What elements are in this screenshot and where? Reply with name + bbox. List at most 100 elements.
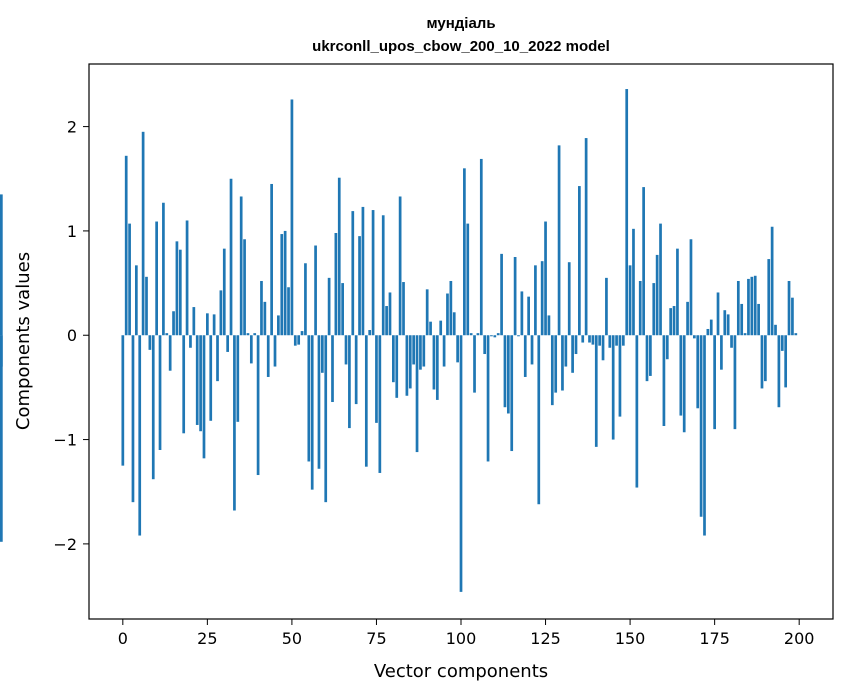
bar-component-80: [392, 335, 395, 383]
bar-component-59: [320, 335, 324, 373]
bar-component-88: [419, 335, 422, 370]
bar-component-126: [547, 315, 551, 336]
bar-component-27: [212, 314, 216, 336]
bar-component-14: [168, 335, 172, 371]
bar-component-33: [233, 335, 236, 511]
bar-component-157: [652, 283, 656, 336]
bar-component-166: [682, 335, 686, 433]
bar-component-158: [655, 254, 659, 336]
bar-component-39: [253, 333, 257, 336]
bar-component-148: [621, 335, 625, 346]
bar-component-191: [767, 259, 771, 336]
bar-component-132: [567, 262, 571, 336]
bar-component-31: [226, 335, 230, 352]
bar-component-22: [195, 335, 199, 425]
bar-component-199: [794, 333, 798, 336]
bar-component-103: [469, 333, 473, 336]
bar-component-10: [155, 221, 158, 336]
bar-component-178: [723, 310, 727, 336]
bar-component-46: [277, 315, 280, 336]
bar-component-51: [293, 335, 297, 346]
bar-component-136: [581, 335, 585, 343]
bar-component-18: [182, 335, 186, 434]
bar-component-119: [523, 335, 527, 377]
bar-component-153: [638, 280, 642, 336]
bar-component-160: [662, 335, 666, 426]
bar-component-113: [503, 335, 507, 408]
bar-component-129: [557, 145, 561, 336]
bars-group: [0, 89, 798, 592]
bar-component-101: [463, 168, 466, 336]
bar-component-15: [172, 311, 175, 336]
bar-component-135: [578, 186, 581, 336]
bar-component-60: [324, 335, 328, 503]
x-tick-label: 0: [118, 629, 128, 648]
bar-component-179: [726, 314, 730, 336]
bar-component-21: [192, 307, 196, 336]
bar-component-undefined: [0, 335, 3, 367]
bar-component-62: [331, 335, 334, 403]
bar-component-194: [777, 335, 781, 408]
bar-component-53: [300, 331, 304, 336]
bar-component-40: [256, 335, 260, 476]
bar-component-48: [283, 230, 287, 336]
bar-component-145: [611, 335, 615, 440]
bar-component-168: [689, 239, 693, 336]
bar-component-36: [243, 239, 246, 336]
bar-component-144: [608, 335, 612, 348]
bar-component-85: [408, 335, 412, 389]
bar-component-99: [456, 335, 459, 363]
bar-component-165: [679, 335, 683, 416]
bar-component-112: [500, 253, 503, 336]
bar-component-192: [770, 226, 774, 336]
bar-component-55: [307, 335, 311, 462]
bar-component-154: [642, 187, 645, 336]
bar-component-47: [280, 234, 284, 336]
bar-component-95: [442, 335, 446, 367]
bar-component-114: [506, 335, 510, 414]
bar-component-45: [273, 335, 277, 367]
bar-component-24: [202, 335, 206, 459]
bar-component-109: [490, 335, 493, 337]
y-tick-label: 2: [67, 118, 77, 137]
x-axis-label: Vector components: [374, 661, 548, 682]
bar-component-138: [588, 335, 591, 343]
x-tick-label: 200: [784, 629, 815, 648]
bar-component-83: [402, 282, 405, 336]
bar-component-104: [473, 335, 476, 393]
bar-component-32: [229, 178, 233, 336]
bar-component-149: [625, 89, 629, 336]
bar-component-79: [388, 292, 392, 336]
bar-component-76: [378, 335, 382, 473]
bar-component-133: [571, 335, 574, 373]
plot-area-frame: [88, 63, 834, 620]
bar-component-159: [659, 223, 662, 336]
bar-component-67: [348, 335, 351, 429]
bar-component-187: [753, 275, 757, 336]
bar-component-188: [757, 303, 760, 336]
bar-component-87: [415, 335, 419, 453]
bar-component-61: [327, 277, 331, 336]
bar-component-162: [669, 308, 673, 336]
bar-component-125: [544, 221, 547, 336]
bar-component-6: [141, 131, 145, 336]
bar-component-122: [534, 265, 537, 336]
bar-component-139: [591, 335, 595, 345]
bar-component-7: [145, 276, 148, 336]
bar-component-176: [716, 292, 720, 336]
y-tick-label: −2: [53, 535, 77, 554]
bar-component-81: [395, 335, 399, 398]
bar-component-163: [672, 306, 676, 336]
bar-component-3: [131, 335, 135, 503]
bar-component-34: [236, 335, 240, 422]
bar-component-26: [209, 335, 213, 421]
x-tick-label: 50: [282, 629, 302, 648]
bar-component-164: [676, 248, 679, 336]
bar-component-169: [692, 335, 696, 339]
bar-component-128: [554, 335, 558, 393]
bar-component-181: [733, 335, 737, 430]
bar-component-74: [371, 210, 375, 336]
bar-component-107: [483, 335, 487, 355]
bar-component-91: [429, 321, 432, 336]
bar-component-94: [439, 320, 443, 336]
